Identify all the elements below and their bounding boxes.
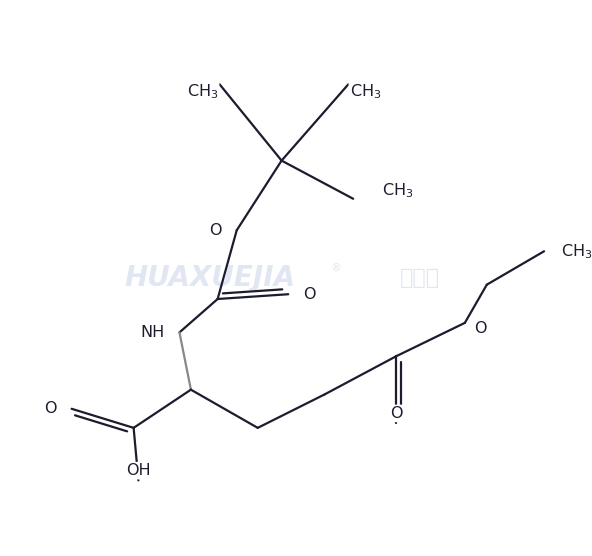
Text: O: O: [304, 287, 316, 302]
Text: HUAXUEJIA: HUAXUEJIA: [124, 264, 295, 292]
Text: CH$_3$: CH$_3$: [382, 182, 413, 201]
Text: O: O: [474, 321, 487, 336]
Text: O: O: [44, 401, 56, 416]
Text: OH: OH: [126, 463, 151, 478]
Text: ®: ®: [330, 264, 342, 274]
Text: CH$_3$: CH$_3$: [186, 83, 218, 101]
Text: O: O: [390, 406, 403, 421]
Text: CH$_3$: CH$_3$: [350, 83, 381, 101]
Text: O: O: [209, 223, 221, 238]
Text: NH: NH: [140, 325, 164, 340]
Text: 化学加: 化学加: [400, 268, 440, 288]
Text: CH$_3$: CH$_3$: [561, 242, 592, 261]
